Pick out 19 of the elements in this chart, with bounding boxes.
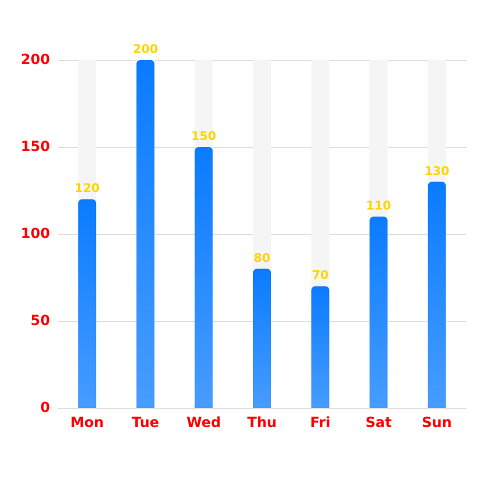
x-tick-label: Sat xyxy=(365,415,392,431)
x-tick-label: Sun xyxy=(422,415,452,431)
x-tick-label: Fri xyxy=(310,415,330,431)
data-label: 130 xyxy=(424,164,450,178)
x-tick-label: Thu xyxy=(247,415,277,431)
y-tick-label: 150 xyxy=(20,139,50,155)
data-label: 120 xyxy=(74,181,100,196)
data-label: 70 xyxy=(312,268,329,282)
y-tick-label: 50 xyxy=(30,313,50,329)
y-tick-label: 200 xyxy=(20,52,50,68)
y-tick-label: 100 xyxy=(20,226,50,242)
data-label: 110 xyxy=(366,198,392,213)
data-label: 80 xyxy=(254,250,270,265)
x-tick-label: Wed xyxy=(186,415,221,431)
data-label: 200 xyxy=(132,42,158,56)
data-label: 150 xyxy=(191,129,216,143)
x-tick-label: Tue xyxy=(132,415,160,431)
y-tick-label: 0 xyxy=(40,400,50,416)
x-tick-label: Mon xyxy=(70,415,104,431)
